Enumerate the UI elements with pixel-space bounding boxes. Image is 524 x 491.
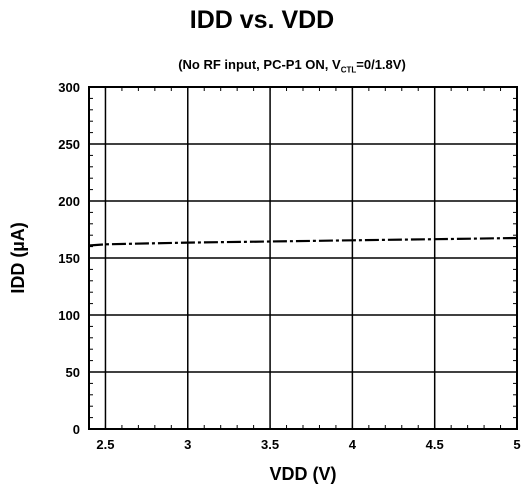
y-tick-label: 100 bbox=[58, 308, 80, 323]
x-tick-labels: 2.5 3 3.5 4 4.5 5 bbox=[96, 437, 520, 452]
grid-lines bbox=[89, 86, 518, 430]
y-tick-label: 0 bbox=[73, 422, 80, 437]
y-tick-label: 300 bbox=[58, 80, 80, 95]
plot-area-frame bbox=[88, 86, 518, 430]
x-tick-label: 3.5 bbox=[261, 437, 279, 452]
x-axis-label: VDD (V) bbox=[270, 464, 337, 484]
y-tick-label: 200 bbox=[58, 194, 80, 209]
y-tick-label: 150 bbox=[58, 251, 80, 266]
y-tick-label: 250 bbox=[58, 137, 80, 152]
x-tick-label: 4.5 bbox=[426, 437, 444, 452]
y-axis-label: IDD (µA) bbox=[8, 222, 28, 293]
series-line bbox=[88, 236, 518, 247]
x-tick-label: 5 bbox=[513, 437, 520, 452]
x-tick-label: 3 bbox=[184, 437, 191, 452]
y-tick-labels: 0 50 100 150 200 250 300 bbox=[58, 80, 80, 437]
y-tick-label: 50 bbox=[66, 365, 80, 380]
subtitle-suffix: =0/1.8V) bbox=[356, 57, 406, 72]
chart-subtitle: (No RF input, PC-P1 ON, VCTL=0/1.8V) bbox=[60, 57, 524, 75]
subtitle-prefix: (No RF input, PC-P1 ON, V bbox=[178, 57, 341, 72]
series-group bbox=[88, 236, 518, 247]
chart-title: IDD vs. VDD bbox=[189, 6, 335, 34]
x-tick-label: 4 bbox=[349, 437, 357, 452]
subtitle-subscript: CTL bbox=[340, 65, 357, 75]
x-tick-label: 2.5 bbox=[96, 437, 114, 452]
